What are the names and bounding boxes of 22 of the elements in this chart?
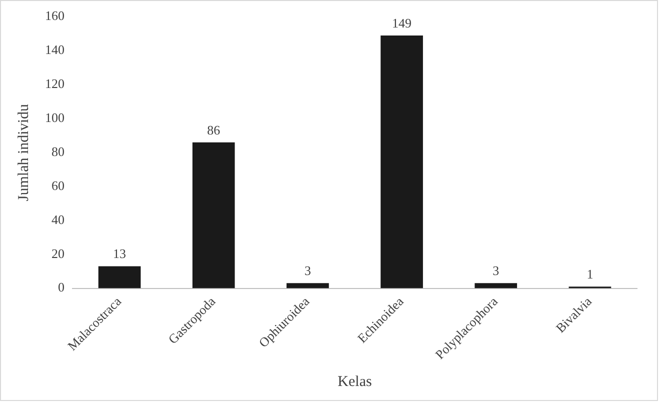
y-tick-label: 160 — [45, 8, 64, 24]
bar — [98, 266, 141, 288]
y-tick-label: 140 — [45, 42, 64, 58]
bar — [286, 283, 329, 288]
data-label: 13 — [113, 246, 126, 262]
y-tick-label: 120 — [45, 76, 64, 92]
y-tick-label: 20 — [52, 246, 64, 261]
y-tick-label: 40 — [52, 212, 64, 227]
bar — [192, 142, 235, 288]
y-tick-label: 100 — [45, 110, 64, 126]
y-axis-title: Jumlah individu — [16, 104, 32, 202]
bar — [380, 35, 423, 288]
y-tick-label: 60 — [52, 178, 64, 193]
data-label: 86 — [207, 122, 221, 138]
y-tick-label: 80 — [52, 144, 64, 159]
data-label: 149 — [392, 15, 412, 30]
data-label: 1 — [586, 266, 594, 282]
bar — [474, 283, 518, 288]
data-label: 3 — [492, 263, 500, 278]
y-tick-label: 0 — [58, 280, 64, 295]
data-label: 3 — [304, 263, 311, 278]
x-axis-title: Kelas — [338, 374, 372, 390]
